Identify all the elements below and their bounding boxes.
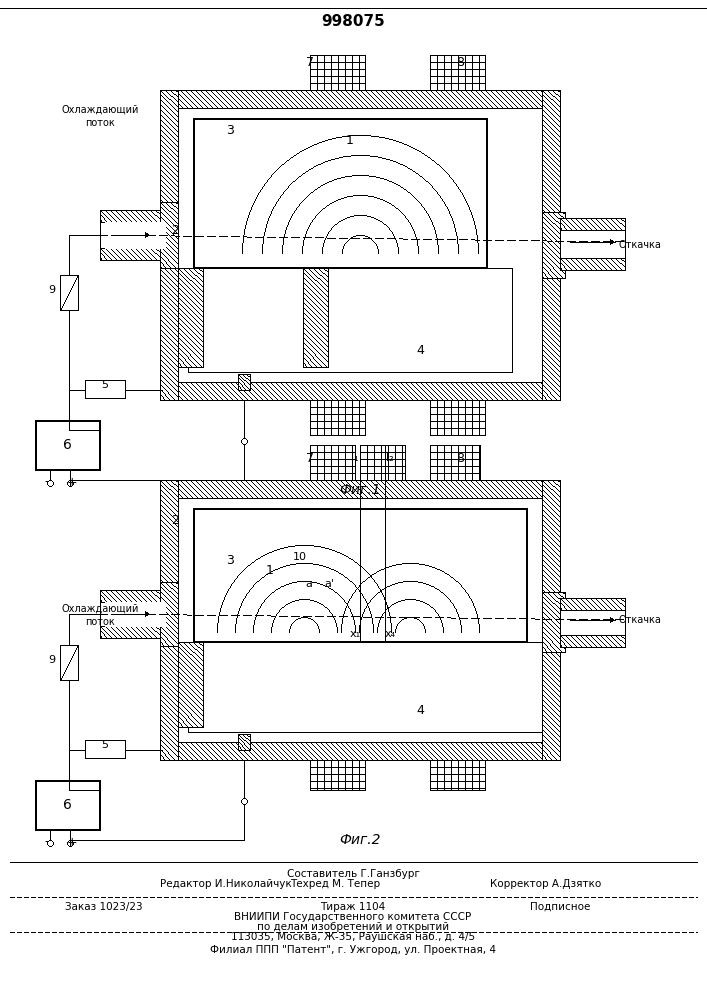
Text: 10: 10	[293, 552, 307, 562]
Text: Фиг.2: Фиг.2	[339, 833, 381, 847]
Text: -: -	[45, 476, 49, 488]
Text: 998075: 998075	[321, 14, 385, 29]
Text: Фиг.1: Фиг.1	[339, 483, 381, 497]
Text: Техред М. Тепер: Техред М. Тепер	[290, 879, 380, 889]
Text: Филиал ППП "Патент", г. Ужгород, ул. Проектная, 4: Филиал ППП "Патент", г. Ужгород, ул. Про…	[210, 945, 496, 955]
Text: 7: 7	[306, 56, 314, 70]
Text: l₂: l₂	[386, 453, 394, 463]
Text: Откачка: Откачка	[619, 615, 662, 625]
Text: ВНИИПИ Государственного комитета СССР: ВНИИПИ Государственного комитета СССР	[235, 912, 472, 922]
Text: l₁: l₁	[351, 453, 359, 463]
Text: 3: 3	[226, 554, 234, 566]
Text: a': a'	[324, 579, 334, 589]
Text: Заказ 1023/23: Заказ 1023/23	[65, 902, 143, 912]
Text: по делам изобретений и открытий: по делам изобретений и открытий	[257, 922, 449, 932]
Text: Редактор И.Николайчук: Редактор И.Николайчук	[160, 879, 292, 889]
Text: 2: 2	[171, 224, 179, 236]
Text: Откачка: Откачка	[619, 240, 662, 250]
Text: x₁: x₁	[349, 629, 361, 639]
Text: 113035, Москва, Ж-35, Раушская наб., д. 4/5: 113035, Москва, Ж-35, Раушская наб., д. …	[231, 932, 475, 942]
Text: 9: 9	[49, 655, 56, 665]
Text: 1: 1	[346, 133, 354, 146]
Text: Подписное: Подписное	[530, 902, 590, 912]
Text: Корректор А.Дзятко: Корректор А.Дзятко	[490, 879, 601, 889]
Text: a: a	[305, 579, 312, 589]
Text: 4: 4	[416, 704, 424, 716]
Text: 5: 5	[102, 380, 108, 390]
Text: поток: поток	[85, 118, 115, 128]
Text: Охлаждающий: Охлаждающий	[62, 604, 139, 614]
Text: 2: 2	[171, 514, 179, 526]
Text: Составитель Г.Ганзбург: Составитель Г.Ганзбург	[286, 869, 419, 879]
Text: 8: 8	[456, 56, 464, 70]
Text: -: -	[45, 836, 49, 848]
Text: 5: 5	[102, 740, 108, 750]
Text: x₄: x₄	[385, 629, 395, 639]
Text: 8: 8	[456, 452, 464, 464]
Text: 6: 6	[62, 798, 71, 812]
Text: 3: 3	[226, 123, 234, 136]
Text: +: +	[66, 476, 77, 488]
Text: поток: поток	[85, 617, 115, 627]
Text: 4: 4	[416, 344, 424, 357]
Text: 1: 1	[266, 564, 274, 576]
Text: +: +	[66, 836, 77, 848]
Text: Тираж 1104: Тираж 1104	[320, 902, 385, 912]
Text: 7: 7	[306, 452, 314, 464]
Text: Охлаждающий: Охлаждающий	[62, 105, 139, 115]
Text: 9: 9	[49, 285, 56, 295]
Text: 6: 6	[62, 438, 71, 452]
